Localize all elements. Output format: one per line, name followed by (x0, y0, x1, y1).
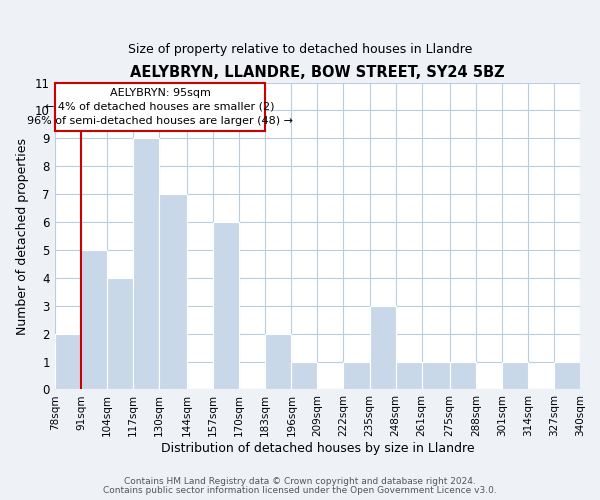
Bar (55, 334, 81, 390)
Bar (213, 222, 239, 390)
Bar (265, 334, 292, 390)
Title: AELYBRYN, LLANDRE, BOW STREET, SY24 5BZ: AELYBRYN, LLANDRE, BOW STREET, SY24 5BZ (130, 65, 505, 80)
Bar (343, 362, 370, 390)
Bar (107, 278, 133, 390)
Text: Contains HM Land Registry data © Crown copyright and database right 2024.: Contains HM Land Registry data © Crown c… (124, 478, 476, 486)
Text: Size of property relative to detached houses in Llandre: Size of property relative to detached ho… (128, 42, 472, 56)
Bar (133, 138, 159, 390)
Bar (554, 362, 580, 390)
X-axis label: Distribution of detached houses by size in Llandre: Distribution of detached houses by size … (161, 442, 474, 455)
Bar (159, 194, 187, 390)
Text: AELYBRYN: 95sqm
← 4% of detached houses are smaller (2)
96% of semi-detached hou: AELYBRYN: 95sqm ← 4% of detached houses … (27, 88, 293, 126)
Bar (81, 250, 107, 390)
Bar (292, 362, 317, 390)
FancyBboxPatch shape (55, 82, 265, 132)
Bar (395, 362, 422, 390)
Text: Contains public sector information licensed under the Open Government Licence v3: Contains public sector information licen… (103, 486, 497, 495)
Bar (502, 362, 528, 390)
Bar (370, 306, 395, 390)
Y-axis label: Number of detached properties: Number of detached properties (16, 138, 29, 334)
Bar (450, 362, 476, 390)
Bar (422, 362, 450, 390)
